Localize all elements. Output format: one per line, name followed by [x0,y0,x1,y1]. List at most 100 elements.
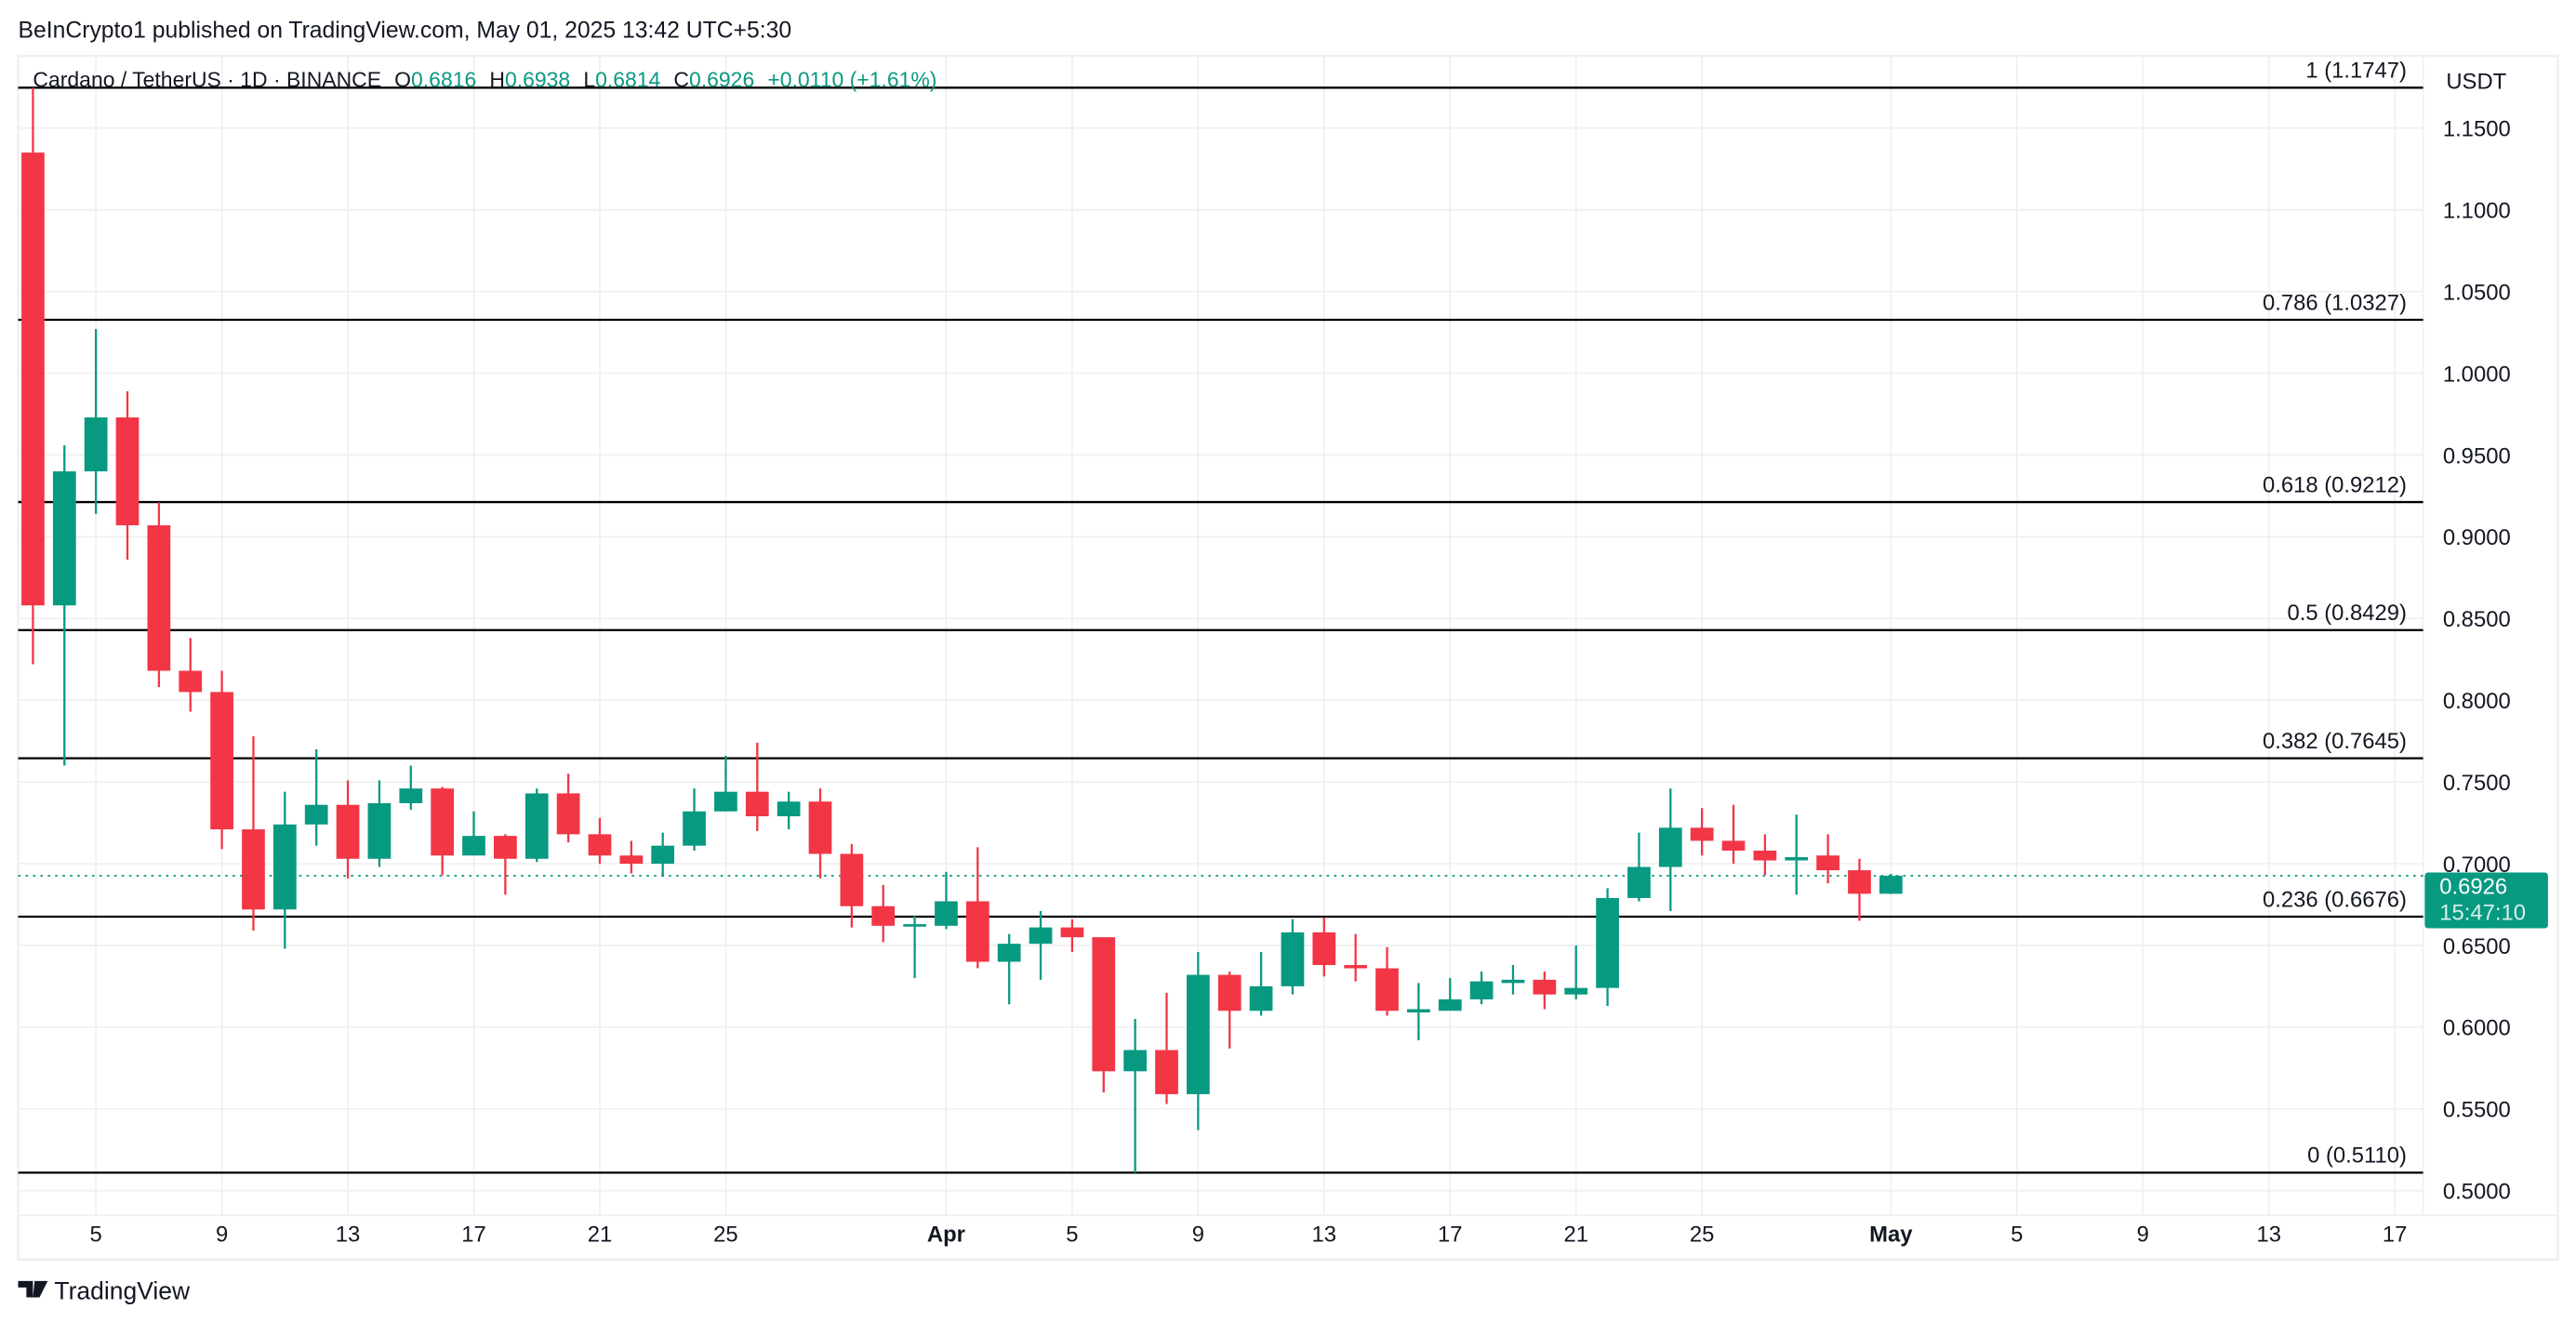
grid [18,56,2423,1216]
candle-body [714,791,737,812]
candle-body [1281,932,1305,986]
candle-body [777,801,801,817]
fib-level-label: 0.618 (0.9212) [2263,472,2407,497]
candle-body [431,788,455,856]
x-tick-label: 21 [588,1222,613,1247]
candle-body [336,804,360,859]
last-price: 0.6926 [2439,874,2507,899]
x-tick-label: 13 [1312,1222,1337,1247]
candle-body [494,836,517,859]
y-tick-label: 0.8500 [2443,607,2511,632]
fib-level-label: 0.5 (0.8429) [2287,601,2407,626]
legend-symbol: Cardano / TetherUS · 1D · BINANCE [33,68,381,92]
x-tick-label: 25 [713,1222,738,1247]
x-tick-label: 5 [1066,1222,1078,1247]
candle-body [651,845,675,865]
y-tick-label: 1.0000 [2443,362,2511,387]
candle-body [462,836,485,856]
time-axis[interactable]: 5 9 13 17 21 25 Apr 5 9 13 17 21 25 May 5 9 13 17 [90,1222,2408,1247]
y-tick-label: 0.8000 [2443,689,2511,714]
y-tick-label: 1.1500 [2443,117,2511,142]
y-tick-label: 0.6000 [2443,1016,2511,1041]
candle-body [935,901,958,926]
candle-body [808,801,832,854]
candle-body [903,924,926,927]
x-tick-label: 5 [90,1222,102,1247]
y-tick-label: 1.0500 [2443,280,2511,305]
candle-body [556,793,580,835]
candle-body [588,834,612,856]
fib-level-label: 0.786 (1.0327) [2263,290,2407,315]
candle-body [1879,876,1903,894]
candle-body [1312,932,1336,966]
candle-body [683,811,706,846]
price-axis[interactable]: 0.50000.55000.60000.65000.70000.75000.80… [2443,117,2511,1205]
candle-body [1785,856,1809,861]
candle-body [1438,998,1462,1011]
x-tick-label: May [1869,1222,1913,1247]
candle-body [1123,1050,1147,1072]
candle-body [52,471,76,606]
candle-body [997,944,1021,962]
y-tick-label: 1.1000 [2443,199,2511,224]
candle-body [242,829,265,910]
last-price-label: 0.6926 15:47:10 [2424,872,2548,929]
tradingview-logo[interactable]: TradingView [18,1276,191,1304]
x-tick-label: 25 [1690,1222,1715,1247]
candle-body [524,793,549,859]
candle-body [619,855,644,865]
candle-body [1344,965,1368,969]
candle-body [272,824,297,910]
x-tick-label: 17 [461,1222,486,1247]
x-tick-label: 17 [1438,1222,1463,1247]
candles [21,87,1903,1173]
fib-level-label: 0.236 (0.6676) [2263,887,2407,912]
candle-body [147,525,171,671]
candle-body [1469,981,1494,999]
fib-level-label: 0.382 (0.7645) [2263,729,2407,754]
tradingview-logo-icon [18,1280,48,1298]
candle-body [1690,827,1714,841]
fib-levels: 1 (1.1747) 0.786 (1.0327) 0.618 (0.9212) 0.… [18,59,2423,1174]
candle-body [1721,840,1746,851]
candle-body [367,802,392,859]
candle-body [840,853,864,906]
chart-frame [17,54,2559,1262]
candle-body [1658,827,1682,867]
candle-body [1249,985,1273,1011]
candle-body [1092,937,1116,1072]
y-tick-label: 0.6500 [2443,934,2511,959]
candle-body [1564,987,1588,995]
y-tick-label: 0.5500 [2443,1098,2511,1123]
y-tick-label: 0.7500 [2443,771,2511,796]
candle-body [1596,897,1619,988]
fib-level-label: 0 (0.5110) [2307,1144,2407,1169]
candle-body [1217,974,1242,1011]
currency-label: USDT [2446,69,2506,94]
x-tick-label: 13 [2256,1222,2281,1247]
candle-body [1407,1009,1430,1013]
y-tick-label: 0.5000 [2443,1180,2511,1205]
x-tick-label: 17 [2383,1222,2408,1247]
candle-body [1627,866,1651,898]
candle-body [1753,850,1777,861]
published-header: BeInCrypto1 published on TradingView.com… [19,19,792,44]
candle-body [304,804,328,825]
candle-body [399,788,423,803]
candle-body [1375,968,1399,1011]
candle-body [871,906,896,926]
candle-body [21,152,45,606]
candle-body [84,416,108,472]
candle-body [1533,979,1557,995]
x-tick-label: 9 [216,1222,228,1247]
candle-body [1155,1050,1178,1094]
x-tick-label: 21 [1563,1222,1588,1247]
candle-body [1816,855,1839,871]
candle-body [115,416,139,526]
candle-body [210,692,233,830]
chart-legend: Cardano / TetherUS · 1D · BINANCE O0.6816… [33,68,936,92]
y-tick-label: 0.9500 [2443,443,2511,469]
candle-body [1501,979,1525,984]
fib-level-label: 1 (1.1747) [2305,59,2407,84]
